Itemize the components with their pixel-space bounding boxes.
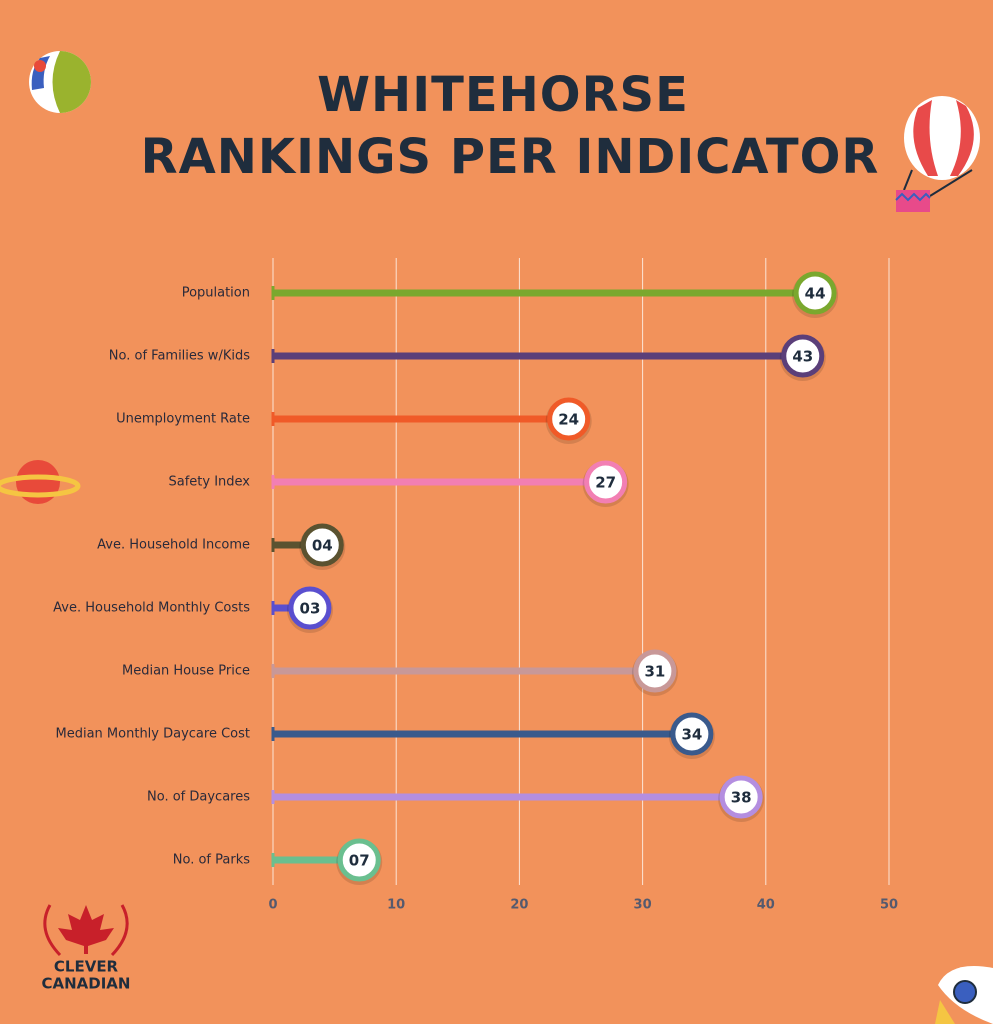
hot-air-balloon xyxy=(895,96,980,212)
lollipop-head xyxy=(584,460,628,504)
value-label: 38 xyxy=(731,789,752,807)
logo-text: CANADIAN xyxy=(42,975,131,993)
value-label: 44 xyxy=(805,285,826,303)
category-label: Unemployment Rate xyxy=(116,412,250,427)
category-label: No. of Parks xyxy=(173,853,250,868)
chart-title: WHITEHORSE xyxy=(317,67,689,123)
category-label: Median House Price xyxy=(122,664,250,679)
lollipop-head xyxy=(633,649,677,693)
x-tick-label: 20 xyxy=(510,898,528,913)
lollipop-head xyxy=(781,334,825,378)
category-label: Safety Index xyxy=(168,475,250,490)
lollipop-head xyxy=(670,712,714,756)
beach-ball xyxy=(29,51,91,113)
x-tick-label: 40 xyxy=(757,898,775,913)
category-label: Ave. Household Monthly Costs xyxy=(53,601,250,616)
value-label: 43 xyxy=(792,348,813,366)
x-tick-label: 50 xyxy=(880,898,898,913)
value-label: 07 xyxy=(349,852,370,870)
logo: CLEVER CANADIAN xyxy=(42,904,131,993)
planet xyxy=(0,460,81,504)
lollipop-head xyxy=(337,838,381,882)
lollipop-head xyxy=(719,775,763,819)
chart-title: RANKINGS PER INDICATOR xyxy=(141,129,880,185)
value-label: 24 xyxy=(558,411,579,429)
lollipop-head xyxy=(300,523,344,567)
category-label: No. of Daycares xyxy=(147,790,250,805)
value-label: 31 xyxy=(644,663,665,681)
lollipop-head xyxy=(547,397,591,441)
category-label: Ave. Household Income xyxy=(97,538,250,553)
logo-text: CLEVER xyxy=(54,958,119,976)
lollipop-head xyxy=(288,586,332,630)
x-tick-label: 10 xyxy=(387,898,405,913)
category-label: No. of Families w/Kids xyxy=(109,349,250,364)
x-tick-label: 0 xyxy=(268,898,277,913)
x-tick-label: 30 xyxy=(634,898,652,913)
category-label: Median Monthly Daycare Cost xyxy=(56,727,250,742)
value-label: 03 xyxy=(300,600,321,618)
value-label: 27 xyxy=(595,474,616,492)
value-label: 34 xyxy=(681,726,702,744)
lollipop-head xyxy=(793,271,837,315)
value-label: 04 xyxy=(312,537,333,555)
category-label: Population xyxy=(182,286,250,301)
rocket xyxy=(935,966,993,1024)
